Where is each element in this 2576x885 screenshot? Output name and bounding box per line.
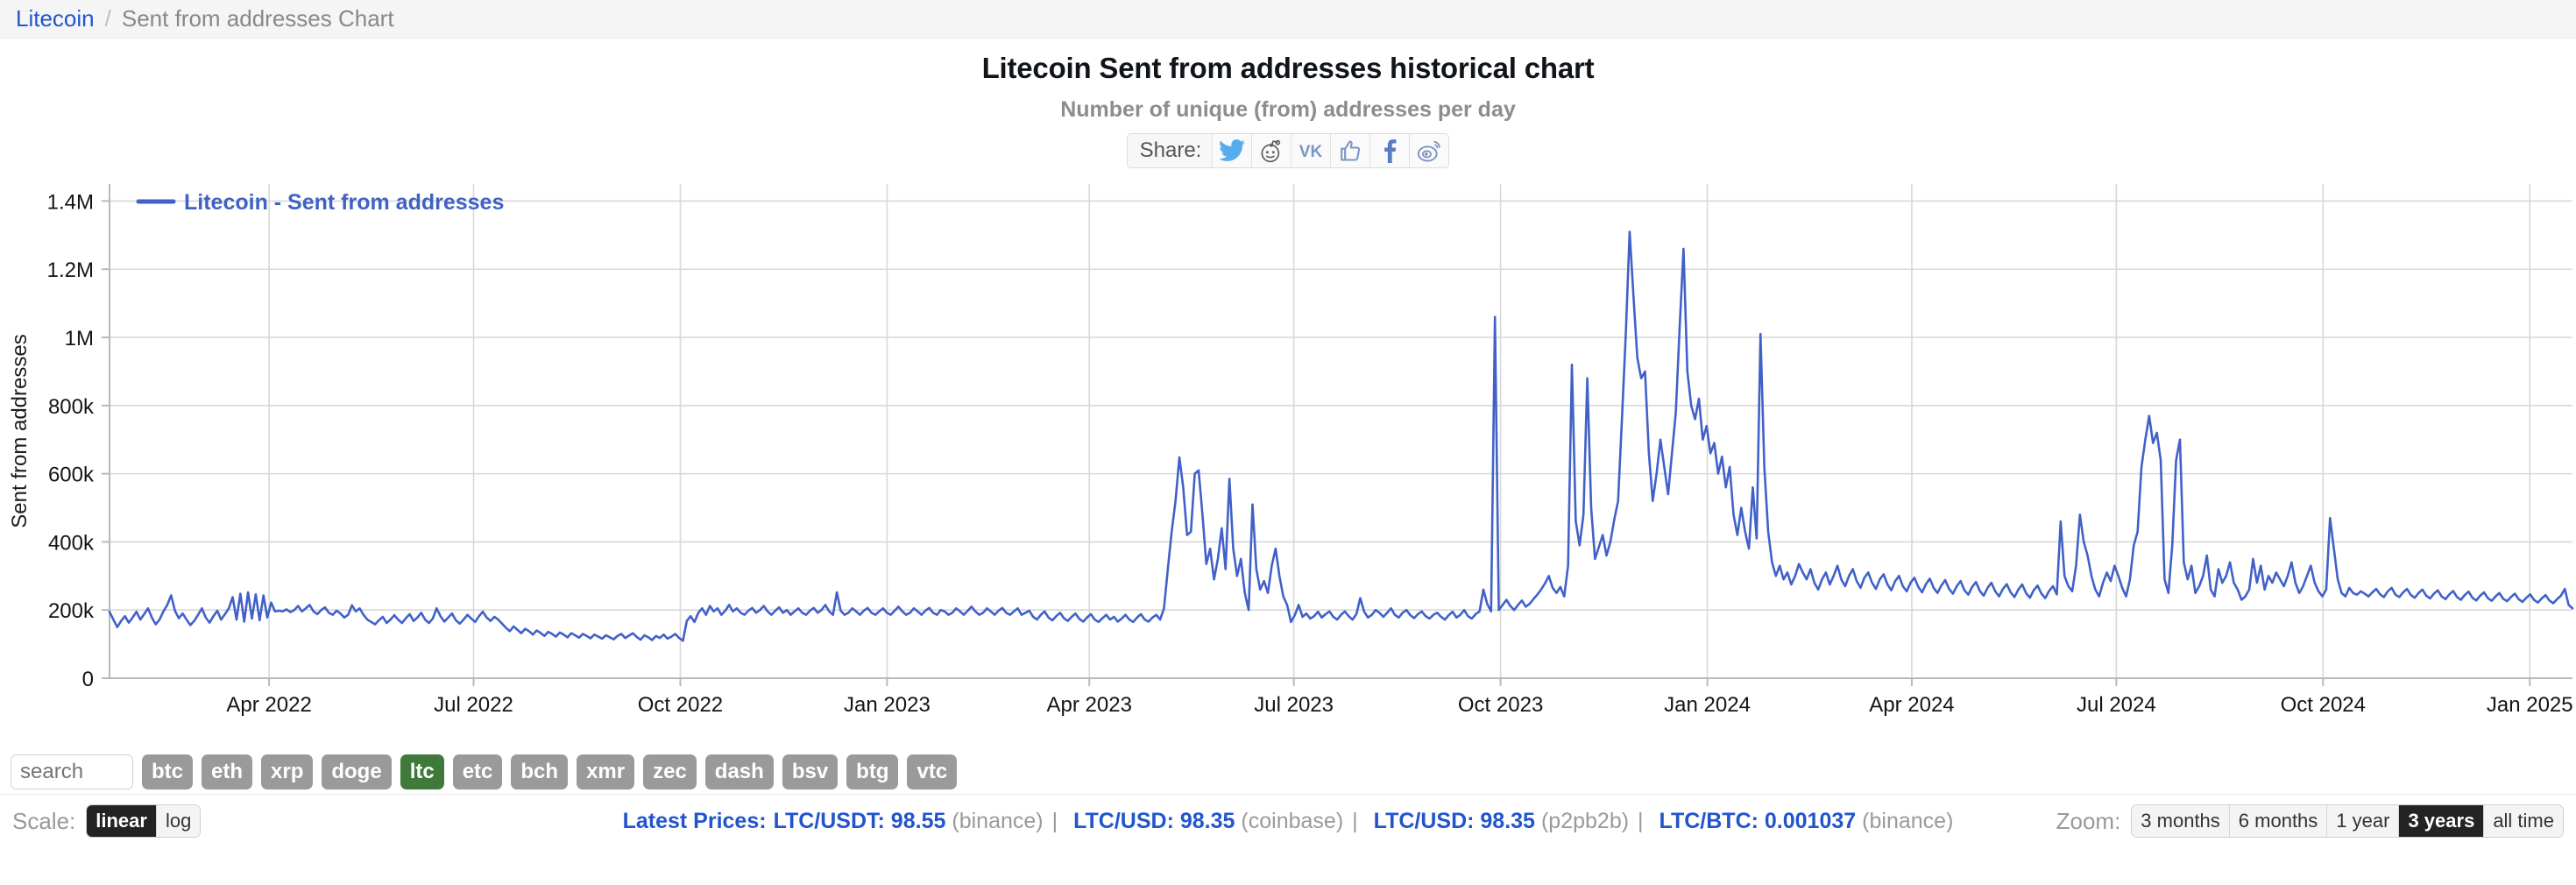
twitter-icon <box>1219 138 1246 162</box>
share-weibo-button[interactable] <box>1409 133 1449 167</box>
y-tick-label: 200k <box>48 599 95 623</box>
scale-label: Scale: <box>12 807 76 834</box>
scale-control: Scale: linear log <box>12 804 202 839</box>
y-axis-label: Sent from addresses <box>8 334 32 527</box>
price-exchange: (binance) <box>952 808 1044 833</box>
breadcrumb-current: Sent from addresses Chart <box>121 5 394 32</box>
coin-button-btc[interactable]: btc <box>142 754 193 789</box>
x-tick-label: Jan 2025 <box>2487 693 2573 717</box>
facebook-icon <box>1381 138 1398 163</box>
zoom-label: Zoom: <box>2056 807 2121 834</box>
zoom-control: Zoom: 3 months 6 months 1 year 3 years all t… <box>2056 804 2564 839</box>
zoom-options-group: 3 months 6 months 1 year 3 years all time <box>2131 804 2564 839</box>
share-reddit-button[interactable] <box>1251 133 1292 167</box>
zoom-option-1-year[interactable]: 1 year <box>2326 805 2399 838</box>
share-twitter-button[interactable] <box>1212 133 1252 167</box>
share-facebook-button[interactable] <box>1369 133 1410 167</box>
breadcrumb-separator: / <box>104 5 111 32</box>
coin-buttons-group: btc eth xrp doge ltc etc bch xmr zec dash bsv btg vt… <box>142 754 958 789</box>
x-tick-label: Jul 2022 <box>434 693 513 717</box>
page-title: Litecoin Sent from addresses historical … <box>981 52 1595 84</box>
latest-prices-label: Latest Prices: <box>622 808 767 833</box>
x-tick-label: Jul 2024 <box>2077 693 2156 717</box>
coin-button-doge[interactable]: doge <box>322 754 392 789</box>
svg-text:VK: VK <box>1299 143 1323 161</box>
coin-button-xmr[interactable]: xmr <box>577 754 635 789</box>
scale-option-log[interactable]: log <box>155 805 201 838</box>
coin-button-zec[interactable]: zec <box>643 754 697 789</box>
chart-legend[interactable]: Litecoin - Sent from addresses <box>136 190 504 215</box>
price-pair[interactable]: LTC/USD: 98.35 <box>1373 808 1535 833</box>
coin-button-btg[interactable]: btg <box>846 754 899 789</box>
price-separator: | <box>1352 808 1358 833</box>
vk-icon: VK <box>1297 140 1325 161</box>
x-tick-label: Jan 2023 <box>844 693 931 717</box>
price-pair[interactable]: LTC/USDT: 98.55 <box>773 808 946 833</box>
y-tick-label: 800k <box>48 394 95 418</box>
series-line-litecoin-sent-from-addresses <box>108 230 2574 642</box>
legend-label: Litecoin - Sent from addresses <box>184 190 504 215</box>
x-tick-label: Jul 2023 <box>1254 693 1334 717</box>
coin-button-etc[interactable]: etc <box>452 754 503 789</box>
reddit-icon <box>1258 138 1284 163</box>
breadcrumb-link-litecoin[interactable]: Litecoin <box>16 5 95 32</box>
x-tick-label: Oct 2024 <box>2281 693 2366 717</box>
x-axis-ticks: Apr 2022 Jul 2022 Oct 2022 Jan 2023 Apr 2023… <box>226 677 2573 717</box>
share-bar: Share: VK <box>1126 132 1450 168</box>
zoom-option-3-years[interactable]: 3 years <box>2398 805 2484 838</box>
weibo-icon <box>1416 138 1442 163</box>
price-items: LTC/USDT: 98.55 (binance) | LTC/USD: 98.35(… <box>767 809 1954 834</box>
price-pair[interactable]: LTC/USD: 98.35 <box>1073 808 1235 833</box>
scale-option-linear[interactable]: linear <box>87 805 156 838</box>
breadcrumb: Litecoin / Sent from addresses Chart <box>0 0 2576 39</box>
y-tick-label: 0 <box>82 668 94 691</box>
price-exchange: (p2pb2b) <box>1540 808 1630 833</box>
x-tick-label: Jan 2024 <box>1664 693 1751 717</box>
grid-lines <box>110 183 2572 678</box>
x-tick-label: Oct 2023 <box>1458 693 1543 717</box>
scale-options-group: linear log <box>86 804 202 839</box>
line-chart[interactable]: 0 200k 400k 600k 800k 1M 1.2M 1.4M Apr 2022 Jul … <box>0 168 2576 747</box>
y-tick-label: 1M <box>65 327 94 350</box>
thumbs-up-icon <box>1338 138 1362 163</box>
x-tick-label: Oct 2022 <box>638 693 723 717</box>
y-axis-ticks: 0 200k 400k 600k 800k 1M 1.2M 1.4M <box>47 190 110 691</box>
share-vk-button[interactable]: VK <box>1291 133 1331 167</box>
y-tick-label: 400k <box>48 531 95 555</box>
x-tick-label: Apr 2024 <box>1869 693 1954 717</box>
price-separator: | <box>1051 808 1058 833</box>
coin-button-vtc[interactable]: vtc <box>907 754 958 789</box>
latest-prices: Latest Prices: LTC/USDT: 98.55 (binance) |… <box>623 809 1954 834</box>
price-exchange: (binance) <box>1862 808 1954 833</box>
price-pair[interactable]: LTC/BTC: 0.001037 <box>1659 808 1857 833</box>
price-exchange: (coinbase) <box>1241 808 1344 833</box>
chart-area[interactable]: 0 200k 400k 600k 800k 1M 1.2M 1.4M Apr 2022 Jul … <box>0 168 2576 747</box>
y-tick-label: 1.2M <box>47 258 94 282</box>
coin-button-eth[interactable]: eth <box>202 754 252 789</box>
x-tick-label: Apr 2023 <box>1047 693 1132 717</box>
chart-header: Litecoin Sent from addresses historical … <box>0 39 2576 168</box>
search-input[interactable] <box>11 754 133 789</box>
coin-button-bsv[interactable]: bsv <box>782 754 839 789</box>
chart-footer: Scale: linear log Latest Prices: LTC/USDT… <box>0 793 2576 848</box>
coin-button-xrp[interactable]: xrp <box>261 754 314 789</box>
coin-button-ltc[interactable]: ltc <box>400 754 444 789</box>
zoom-option-all-time[interactable]: all time <box>2483 805 2563 838</box>
x-tick-label: Apr 2022 <box>226 693 311 717</box>
price-separator: | <box>1638 808 1644 833</box>
coin-button-dash[interactable]: dash <box>704 754 774 789</box>
share-label: Share: <box>1127 133 1213 167</box>
coin-button-bch[interactable]: bch <box>511 754 569 789</box>
coin-selector-bar: btcethxrpdogeltcetcbchxmrzecdashbsvbtgvt… <box>0 747 2576 794</box>
zoom-option-6-months[interactable]: 6 months <box>2228 805 2327 838</box>
y-tick-label: 600k <box>48 463 95 486</box>
zoom-option-3-months[interactable]: 3 months <box>2132 805 2229 838</box>
share-odnoklassniki-button[interactable] <box>1330 133 1370 167</box>
y-tick-label: 1.4M <box>47 190 94 214</box>
page-subtitle: Number of unique (from) addresses per da… <box>1060 96 1516 122</box>
